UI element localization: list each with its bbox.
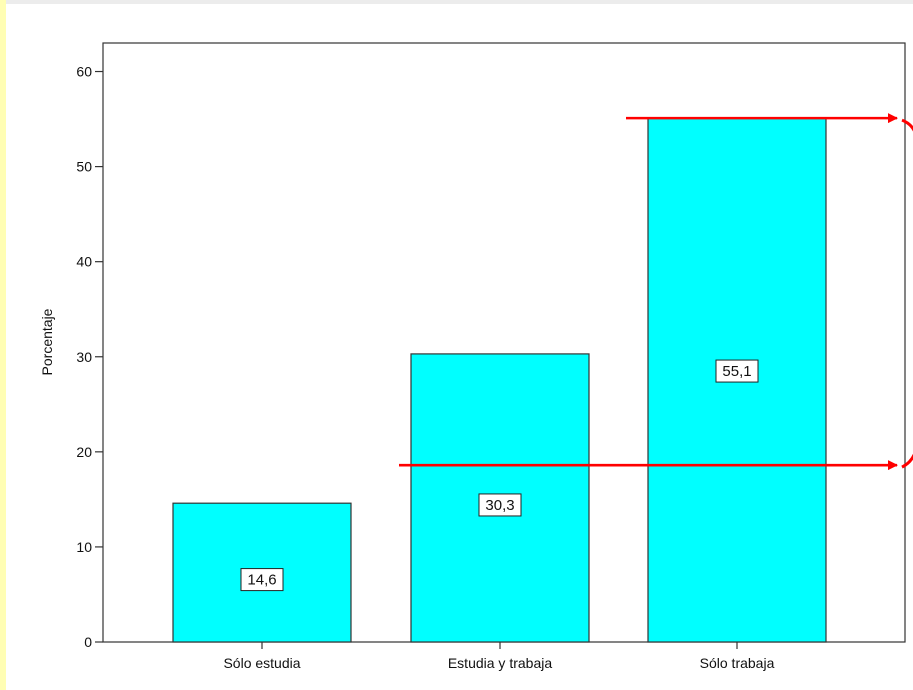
y-tick-label: 10 [76,539,92,555]
y-tick-label: 50 [76,159,92,175]
data-label-box [715,359,759,383]
left-yellow-strip [0,0,6,690]
y-tick-label: 20 [76,444,92,460]
y-axis-title: Porcentaje [39,308,55,375]
y-tick-label: 40 [76,254,92,270]
red-bracket [901,118,913,469]
data-label-box [478,493,522,517]
data-label: 30,3 [485,497,514,514]
y-axis: 0 10 20 30 40 50 60 [76,64,103,650]
top-gray-strip [6,0,913,4]
y-tick-label: 30 [76,349,92,365]
data-label: 14,6 [247,572,276,589]
x-axis: Sólo estudia Estudia y trabaja Sólo trabaj… [223,642,775,671]
data-label-box [240,568,284,592]
x-tick-label: Estudia y trabaja [448,655,552,671]
data-label: 55,1 [722,363,751,380]
annotations-group [399,113,913,471]
y-tick-label: 60 [76,64,92,80]
x-tick-label: Sólo estudia [223,655,300,671]
x-tick-label: Sólo trabaja [700,655,775,671]
y-tick-label: 0 [84,634,92,650]
bars-group: 14,6 30,3 55,1 [172,117,827,643]
